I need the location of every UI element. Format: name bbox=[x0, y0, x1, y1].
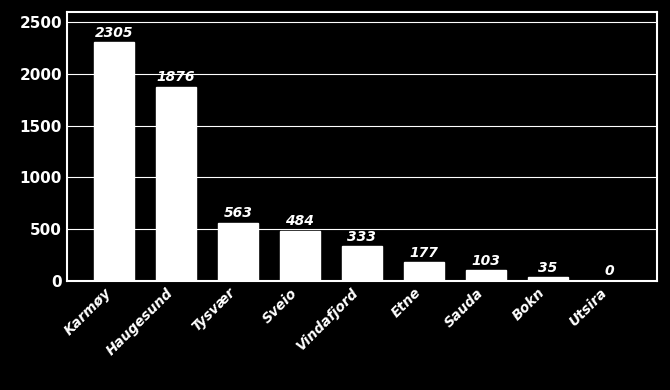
Bar bbox=[94, 42, 134, 281]
Text: 103: 103 bbox=[471, 254, 500, 268]
Text: 35: 35 bbox=[538, 261, 557, 275]
Bar bbox=[342, 246, 382, 281]
Text: 484: 484 bbox=[285, 214, 314, 228]
Text: 0: 0 bbox=[605, 264, 614, 278]
Bar bbox=[527, 277, 568, 281]
Text: 2305: 2305 bbox=[94, 26, 133, 40]
Text: 563: 563 bbox=[223, 206, 253, 220]
Bar bbox=[155, 87, 196, 281]
Bar bbox=[218, 223, 258, 281]
Bar bbox=[279, 231, 320, 281]
Text: 1876: 1876 bbox=[157, 70, 195, 84]
Text: 333: 333 bbox=[347, 230, 377, 244]
Bar bbox=[466, 270, 506, 281]
Bar bbox=[403, 262, 444, 281]
Text: 177: 177 bbox=[409, 246, 438, 260]
